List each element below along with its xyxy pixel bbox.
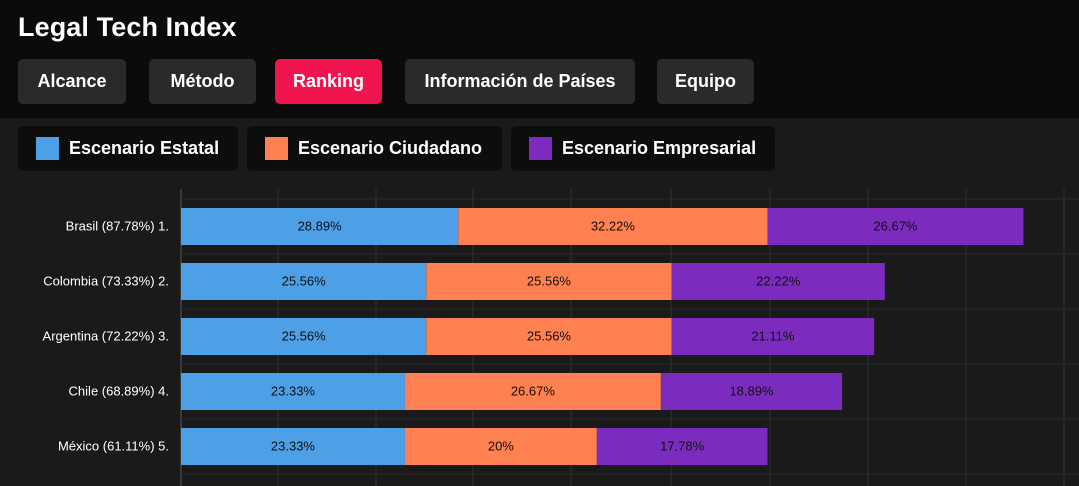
data-label: 17.78% <box>660 439 705 454</box>
data-label: 20% <box>488 439 514 454</box>
tab-alcance[interactable]: Alcance <box>18 59 126 104</box>
bar-segment <box>671 318 875 355</box>
data-label: 21.11% <box>751 329 795 344</box>
bar-segment <box>181 263 427 300</box>
data-label: 22.22% <box>756 274 801 289</box>
legend-label-empresarial: Escenario Empresarial <box>562 138 757 158</box>
tab-informacion-de-paises[interactable]: Información de Países <box>405 59 635 104</box>
ranking-chart: Brasil (87.78%) 1. 28.89% 32.22% 26.67% Colo… <box>43 189 1079 486</box>
legend-swatch-estatal <box>36 137 59 160</box>
category-label: Argentina (72.22%) 3. <box>43 329 169 344</box>
data-label: 18.89% <box>729 384 774 399</box>
legend-item-ciudadano[interactable]: Escenario Ciudadano <box>247 126 502 171</box>
bar-segment <box>404 373 661 410</box>
data-label: 23.33% <box>271 439 316 454</box>
data-label: 25.56% <box>282 329 327 344</box>
legend-swatch-empresarial <box>529 137 552 160</box>
category-label: Chile (68.89%) 4. <box>69 384 169 399</box>
app-title: Legal Tech Index <box>18 12 237 42</box>
category-label: Brasil (87.78%) 1. <box>66 219 169 234</box>
tab-ranking[interactable]: Ranking <box>275 59 382 104</box>
bar-segment <box>767 208 1024 245</box>
category-label: México (61.11%) 5. <box>58 439 169 454</box>
bar-segment <box>181 373 405 410</box>
bar-segment <box>426 263 672 300</box>
legend-item-empresarial[interactable]: Escenario Empresarial <box>511 126 775 171</box>
bar-segment <box>181 428 405 465</box>
data-label: 23.33% <box>271 384 316 399</box>
legend-label-ciudadano: Escenario Ciudadano <box>298 138 483 158</box>
tab-metodo[interactable]: Método <box>149 59 256 104</box>
category-label: Colombia (73.33%) 2. <box>43 274 169 289</box>
bar-segment <box>671 263 885 300</box>
app-header: Legal Tech Index Alcance Método Ranking … <box>0 0 1079 118</box>
bar-segment <box>458 208 768 245</box>
data-label: 25.56% <box>527 274 572 289</box>
data-label: 32.22% <box>591 219 636 234</box>
bar-segment <box>181 208 459 245</box>
bar-segment <box>596 428 768 465</box>
data-label: 26.67% <box>873 219 918 234</box>
data-label: 25.56% <box>527 329 572 344</box>
bar-segment <box>660 373 843 410</box>
tab-equipo[interactable]: Equipo <box>657 59 754 104</box>
ranking-panel: Escenario Estatal Escenario Ciudadano Es… <box>0 118 1079 486</box>
legend-label-estatal: Escenario Estatal <box>69 138 220 158</box>
bar-segment <box>181 318 427 355</box>
data-label: 25.56% <box>282 274 327 289</box>
data-label: 28.89% <box>298 219 343 234</box>
legend-item-estatal[interactable]: Escenario Estatal <box>18 126 238 171</box>
data-label: 26.67% <box>511 384 556 399</box>
legend-swatch-ciudadano <box>265 137 288 160</box>
bar-segment <box>426 318 672 355</box>
bar-segment <box>404 428 597 465</box>
